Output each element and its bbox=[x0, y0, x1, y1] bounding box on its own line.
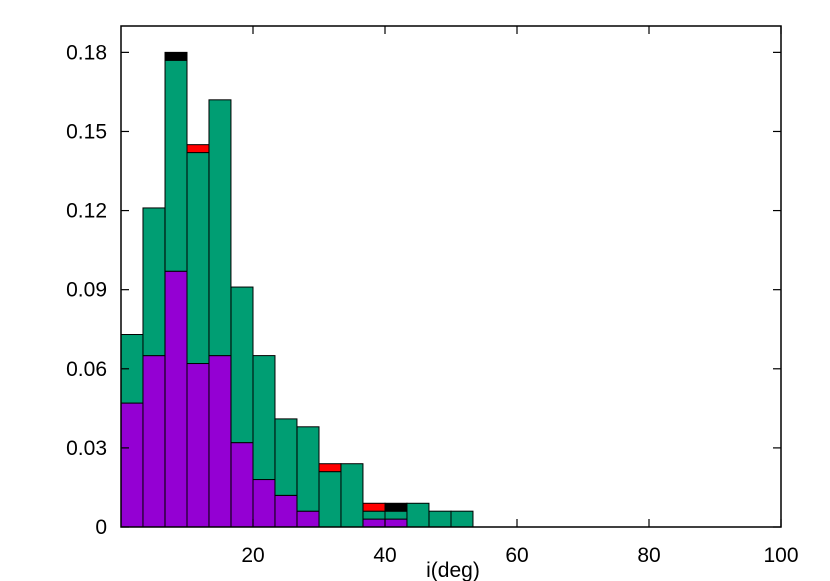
plot-frame bbox=[120, 25, 782, 528]
bar-purple-5 bbox=[230, 442, 254, 528]
bar-green-1 bbox=[142, 207, 166, 357]
x-tick-label-2: 60 bbox=[505, 544, 528, 567]
bar-green-7 bbox=[274, 418, 298, 496]
x-tick-label-3: 80 bbox=[637, 544, 660, 567]
y-tick-label-5: 0.15 bbox=[66, 120, 107, 143]
y-tick-label-0: 0 bbox=[95, 516, 107, 539]
bars-layer bbox=[120, 51, 474, 528]
bar-purple-8 bbox=[296, 510, 320, 528]
y-tick-label-3: 0.09 bbox=[66, 279, 107, 302]
bar-green-9 bbox=[318, 471, 342, 528]
x-tick-label-1: 40 bbox=[373, 544, 396, 567]
bar-purple-1 bbox=[142, 355, 166, 528]
y-tick-label-4: 0.12 bbox=[66, 200, 107, 223]
bar-green-8 bbox=[296, 426, 320, 512]
bar-purple-4 bbox=[208, 355, 232, 528]
bar-red-3 bbox=[186, 144, 210, 154]
bar-black-2 bbox=[164, 51, 188, 61]
bar-black-12 bbox=[384, 502, 408, 512]
y-tick-label-2: 0.06 bbox=[66, 358, 107, 381]
bar-green-5 bbox=[230, 286, 254, 444]
bar-purple-11 bbox=[362, 518, 386, 528]
bar-green-11 bbox=[362, 510, 386, 520]
bar-purple-6 bbox=[252, 479, 276, 528]
x-axis-label: i(deg) bbox=[426, 559, 480, 581]
bar-purple-2 bbox=[164, 270, 188, 528]
bar-green-3 bbox=[186, 152, 210, 365]
bar-green-12 bbox=[384, 510, 408, 520]
bar-purple-12 bbox=[384, 518, 408, 528]
bar-purple-7 bbox=[274, 494, 298, 528]
bar-red-9 bbox=[318, 463, 342, 473]
bar-green-13 bbox=[406, 502, 430, 528]
y-tick-label-1: 0.03 bbox=[66, 437, 107, 460]
x-tick-label-4: 100 bbox=[763, 544, 798, 567]
x-tick-label-0: 20 bbox=[241, 544, 264, 567]
bar-green-2 bbox=[164, 59, 188, 272]
bar-green-15 bbox=[450, 510, 474, 528]
bar-purple-0 bbox=[120, 402, 144, 528]
bar-green-6 bbox=[252, 355, 276, 481]
ticks-layer: 0 0.03 0.06 0.09 0.12 0.15 0.18 20 40 60 80 100 bbox=[66, 26, 799, 567]
bar-green-14 bbox=[428, 510, 452, 528]
bar-green-10 bbox=[340, 463, 364, 528]
bar-purple-3 bbox=[186, 363, 210, 528]
bar-red-11 bbox=[362, 502, 386, 512]
y-tick-label-6: 0.18 bbox=[66, 41, 107, 64]
bar-green-4 bbox=[208, 99, 232, 357]
